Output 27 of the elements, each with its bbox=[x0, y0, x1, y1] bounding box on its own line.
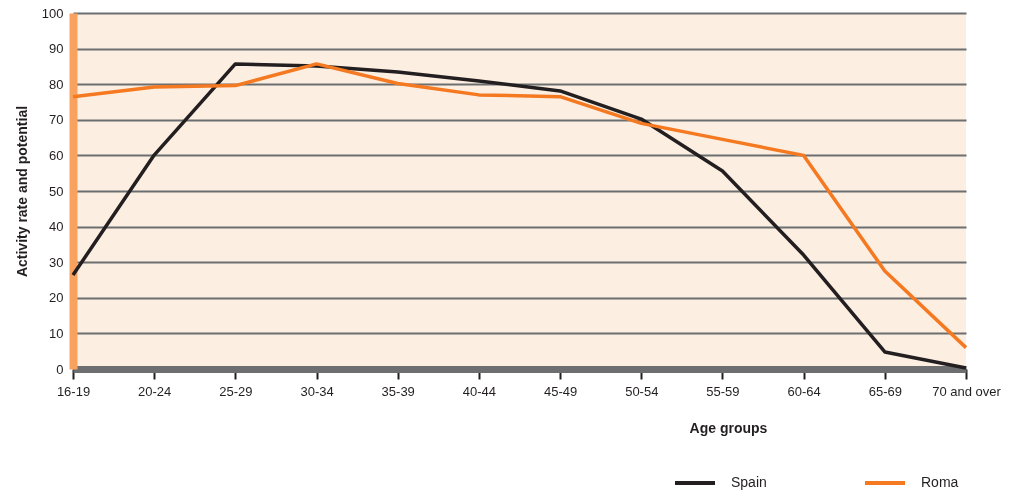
y-tick-label: 10 bbox=[49, 325, 64, 341]
y-tick-label: 70 bbox=[49, 112, 64, 128]
y-tick-label: 40 bbox=[49, 219, 64, 235]
x-tick-label: 40-44 bbox=[462, 383, 497, 399]
x-tick-label: 65-69 bbox=[868, 383, 902, 399]
x-tick-label: 60-64 bbox=[787, 383, 821, 399]
legend-label: Spain bbox=[731, 474, 767, 490]
y-tick-label: 30 bbox=[49, 254, 64, 270]
x-tick-label: 70 and over bbox=[932, 383, 1002, 399]
x-tick-label: 25-29 bbox=[219, 383, 253, 399]
y-tick-label: 90 bbox=[49, 41, 64, 57]
y-tick-label: 20 bbox=[49, 290, 64, 306]
y-tick-label: 100 bbox=[41, 5, 64, 21]
y-tick-label: 80 bbox=[49, 76, 64, 92]
y-axis-title: Activity rate and potential bbox=[13, 105, 30, 278]
x-tick-label: 55-59 bbox=[706, 383, 740, 399]
y-tick-label: 0 bbox=[56, 361, 64, 377]
y-tick-label: 50 bbox=[49, 183, 64, 199]
y-tick-label: 60 bbox=[49, 147, 64, 163]
x-axis-title: Age groups bbox=[689, 419, 768, 436]
x-tick-label: 45-49 bbox=[543, 383, 578, 399]
x-tick-label: 35-39 bbox=[381, 383, 415, 399]
x-tick-label: 20-24 bbox=[138, 383, 172, 399]
x-tick-label: 50-54 bbox=[625, 383, 659, 399]
x-tick-label: 30-34 bbox=[300, 383, 334, 399]
x-tick-label: 16-19 bbox=[56, 383, 91, 399]
legend-label: Roma bbox=[921, 474, 959, 490]
